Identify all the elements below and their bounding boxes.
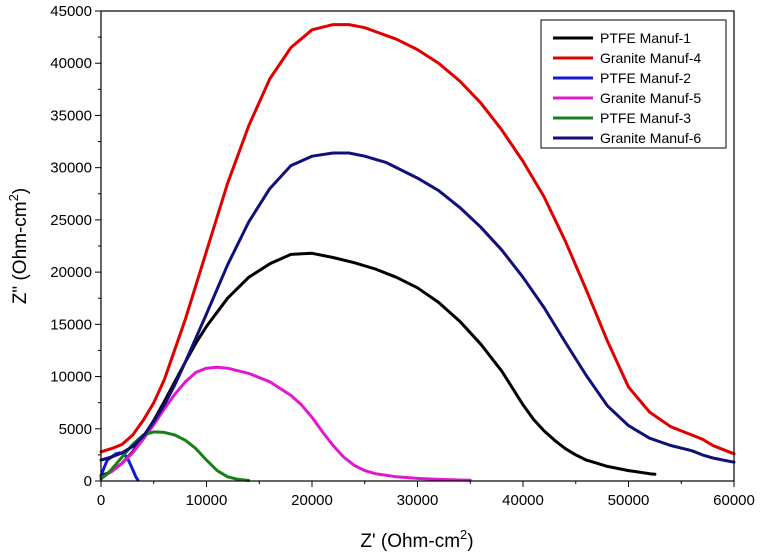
x-tick-label: 20000 [291, 492, 333, 509]
series-line-5 [99, 430, 251, 482]
series-line-4 [99, 365, 472, 482]
legend: PTFE Manuf-1 Granite Manuf-4 PTFE Manuf-2 G… [540, 19, 727, 149]
legend-box [540, 19, 727, 149]
y-tick-labels: 0 5000 10000 15000 20000 25000 30000 35000 40000… [50, 3, 92, 490]
y-tick-label: 5000 [59, 421, 92, 438]
y-tick-label: 15000 [50, 316, 92, 333]
x-tick-label: 10000 [186, 492, 228, 509]
series-line-6 [99, 151, 736, 464]
x-tick-label: 50000 [608, 492, 650, 509]
x-tick-label: 60000 [713, 492, 755, 509]
legend-label-3: PTFE Manuf-2 [600, 70, 691, 86]
y-tick-label: 20000 [50, 264, 92, 281]
series-line-2 [99, 23, 736, 456]
y-tick-label: 45000 [50, 3, 92, 20]
legend-label-5: PTFE Manuf-3 [600, 110, 691, 126]
x-tick-labels: 0 10000 20000 30000 40000 50000 60000 [97, 492, 755, 509]
y-tick-label: 30000 [50, 160, 92, 177]
legend-label-4: Granite Manuf-5 [600, 90, 701, 106]
y-tick-label: 35000 [50, 107, 92, 124]
y-axis-title: Z" (Ohm-cm2) [6, 188, 31, 304]
ticks-layer [95, 10, 735, 487]
legend-label-2: Granite Manuf-4 [600, 50, 701, 66]
y-tick-label: 10000 [50, 369, 92, 386]
x-tick-label: 0 [97, 492, 105, 509]
series-layer [99, 23, 736, 482]
legend-label-1: PTFE Manuf-1 [600, 30, 691, 46]
y-tick-label: 40000 [50, 55, 92, 72]
x-tick-label: 30000 [397, 492, 439, 509]
y-tick-label: 25000 [50, 212, 92, 229]
legend-items: PTFE Manuf-1 Granite Manuf-4 PTFE Manuf-2 G… [553, 30, 701, 146]
y-tick-label: 0 [84, 473, 92, 490]
legend-label-6: Granite Manuf-6 [600, 130, 701, 146]
x-axis-title: Z' (Ohm-cm2) [360, 527, 473, 552]
x-tick-label: 40000 [502, 492, 544, 509]
